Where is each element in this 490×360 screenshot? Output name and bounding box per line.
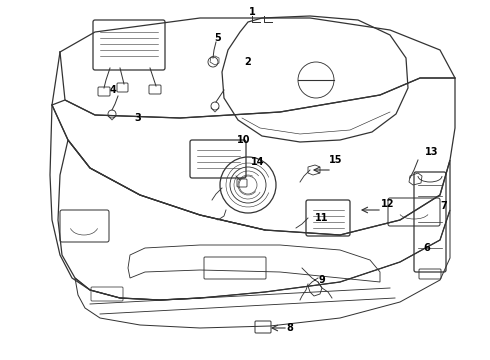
Text: 3: 3 bbox=[135, 113, 142, 123]
Text: 10: 10 bbox=[237, 135, 251, 145]
Text: 14: 14 bbox=[251, 157, 265, 167]
Text: 7: 7 bbox=[441, 201, 447, 211]
Text: 12: 12 bbox=[381, 199, 395, 209]
Text: 5: 5 bbox=[215, 33, 221, 43]
Text: 6: 6 bbox=[424, 243, 430, 253]
Text: 2: 2 bbox=[245, 57, 251, 67]
Text: 11: 11 bbox=[315, 213, 329, 223]
Text: 9: 9 bbox=[318, 275, 325, 285]
Text: 15: 15 bbox=[329, 155, 343, 165]
Text: 1: 1 bbox=[248, 7, 255, 17]
Text: 13: 13 bbox=[425, 147, 439, 157]
Text: 4: 4 bbox=[110, 85, 117, 95]
Text: 8: 8 bbox=[287, 323, 294, 333]
